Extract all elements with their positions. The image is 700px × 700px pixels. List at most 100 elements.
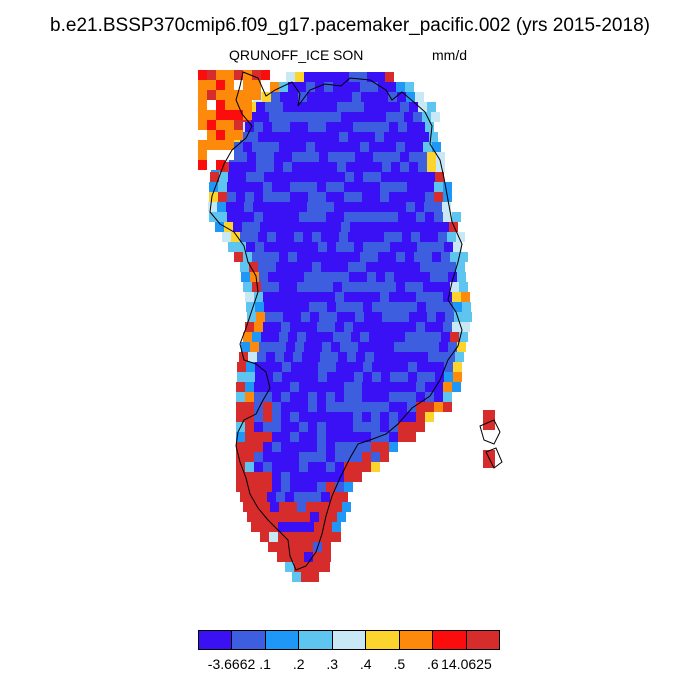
map-cell bbox=[370, 92, 379, 102]
map-cell bbox=[381, 302, 390, 312]
map-cell bbox=[368, 222, 377, 232]
map-cell bbox=[335, 192, 344, 202]
map-cell bbox=[444, 242, 453, 252]
map-cell bbox=[335, 452, 344, 462]
map-cell bbox=[247, 512, 256, 522]
map-cell bbox=[362, 452, 371, 462]
map-cell bbox=[281, 462, 290, 472]
map-cell bbox=[234, 130, 243, 140]
map-cell bbox=[418, 102, 427, 112]
map-cell bbox=[407, 322, 416, 332]
map-cell bbox=[246, 172, 255, 182]
map-cell bbox=[417, 172, 426, 182]
map-cell bbox=[429, 132, 438, 142]
map-cell bbox=[294, 492, 303, 502]
map-cell bbox=[289, 202, 298, 212]
map-cell bbox=[254, 382, 263, 392]
map-cell bbox=[263, 422, 272, 432]
map-cell bbox=[229, 162, 238, 172]
map-cell bbox=[410, 352, 419, 362]
map-cell bbox=[389, 182, 398, 192]
map-cell bbox=[327, 242, 336, 252]
map-cell bbox=[254, 122, 263, 132]
map-cell bbox=[307, 92, 316, 102]
map-cell bbox=[299, 482, 308, 492]
map-cell bbox=[309, 242, 318, 252]
map-cell bbox=[296, 522, 305, 532]
map-cell bbox=[345, 372, 354, 382]
map-cell bbox=[380, 182, 389, 192]
map-cell bbox=[447, 232, 456, 242]
map-cell bbox=[408, 242, 417, 252]
map-cell bbox=[250, 272, 259, 282]
map-cell bbox=[272, 442, 281, 452]
map-cell bbox=[292, 512, 301, 522]
map-cell bbox=[375, 232, 384, 242]
map-cell bbox=[378, 282, 387, 292]
map-cell bbox=[216, 90, 225, 100]
map-cell bbox=[279, 282, 288, 292]
map-cell bbox=[432, 282, 441, 292]
map-cell bbox=[373, 162, 382, 172]
map-cell bbox=[252, 502, 261, 512]
map-cell bbox=[234, 142, 243, 152]
map-cell bbox=[308, 432, 317, 442]
map-cell bbox=[434, 182, 443, 192]
map-cell bbox=[423, 142, 432, 152]
map-cell bbox=[336, 242, 345, 252]
map-cell bbox=[353, 412, 362, 422]
map-cell bbox=[419, 352, 428, 362]
map-cell bbox=[351, 142, 360, 152]
map-cell bbox=[290, 292, 299, 302]
map-cell bbox=[353, 212, 362, 222]
map-cell bbox=[290, 392, 299, 402]
map-cell bbox=[448, 272, 457, 282]
map-cell bbox=[319, 152, 328, 162]
map-cell bbox=[366, 262, 375, 272]
map-cell bbox=[398, 382, 407, 392]
map-cell bbox=[297, 332, 306, 342]
map-cell bbox=[444, 362, 453, 372]
map-cell bbox=[270, 502, 279, 512]
map-cell bbox=[330, 262, 339, 272]
map-cell bbox=[326, 122, 335, 132]
map-cell bbox=[342, 142, 351, 152]
map-cell bbox=[326, 462, 335, 472]
map-cell bbox=[281, 472, 290, 482]
map-cell bbox=[306, 252, 315, 262]
map-cell bbox=[366, 232, 375, 242]
map-cell bbox=[245, 402, 254, 412]
variable-label: QRUNOFF_ICE bbox=[229, 47, 330, 63]
map-cell bbox=[416, 422, 425, 432]
map-cell bbox=[398, 122, 407, 132]
map-cell bbox=[234, 70, 243, 80]
map-cell bbox=[380, 212, 389, 222]
map-cell bbox=[427, 152, 436, 162]
map-cell bbox=[253, 202, 262, 212]
map-cell bbox=[345, 172, 354, 182]
map-cell bbox=[272, 472, 281, 482]
map-cell bbox=[245, 442, 254, 452]
map-cell bbox=[325, 202, 334, 212]
map-cell bbox=[375, 132, 384, 142]
map-cell bbox=[374, 352, 383, 362]
map-cell bbox=[217, 202, 226, 212]
map-cell bbox=[279, 332, 288, 342]
map-cell bbox=[416, 412, 425, 422]
map-cell bbox=[360, 82, 369, 92]
map-cell bbox=[260, 112, 269, 122]
map-cell bbox=[390, 362, 399, 372]
map-cell bbox=[340, 342, 349, 352]
map-cell bbox=[263, 472, 272, 482]
map-cell bbox=[382, 152, 391, 162]
map-cell bbox=[408, 172, 417, 182]
map-cell bbox=[459, 252, 468, 262]
map-cell bbox=[400, 312, 409, 322]
map-cell bbox=[285, 562, 294, 572]
map-cell bbox=[296, 222, 305, 232]
map-cell bbox=[380, 392, 389, 402]
map-cell bbox=[355, 152, 364, 162]
colorbar-swatch bbox=[299, 631, 333, 649]
map-cell bbox=[406, 92, 415, 102]
map-cell bbox=[371, 392, 380, 402]
